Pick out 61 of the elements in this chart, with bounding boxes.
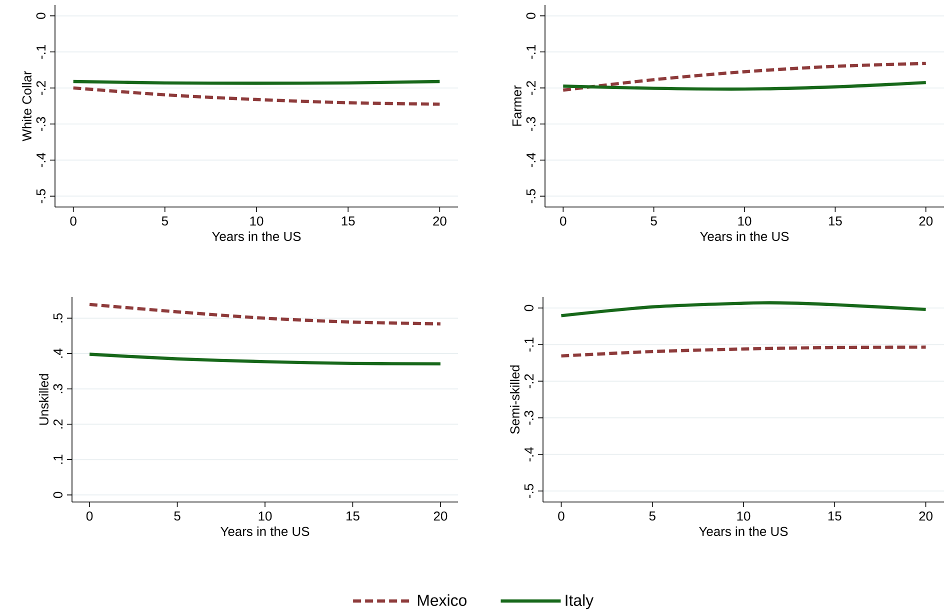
y-tick-label: -.4: [524, 447, 534, 462]
y-tick-label: -.3: [524, 410, 534, 425]
line-series: [562, 62, 928, 92]
y-tick-label: 0: [524, 304, 534, 312]
y-axis-title: White Collar: [22, 70, 32, 142]
y-tick-label: .5: [53, 313, 62, 322]
y-tick-label: -.4: [36, 152, 46, 168]
x-tick-label: 20: [919, 216, 933, 226]
x-tick-label: 20: [434, 512, 448, 521]
y-tick-label: -.5: [524, 484, 534, 498]
legend-label: Mexico: [418, 594, 466, 606]
x-tick-label: 20: [919, 512, 932, 521]
x-tick-label: 15: [342, 216, 355, 226]
line-series: [88, 302, 442, 326]
x-tick-label: 15: [828, 512, 842, 521]
x-tick-label: 0: [86, 512, 93, 521]
y-tick-label: 0: [36, 12, 46, 19]
line-series: [560, 301, 928, 318]
y-tick-label: 0: [53, 492, 62, 498]
y-axis-title: Unskilled: [38, 374, 48, 425]
y-tick-label: -.2: [526, 81, 536, 95]
x-tick-label: 10: [250, 216, 264, 226]
y-tick-label: -.1: [36, 44, 46, 59]
y-axis-title: Farmer: [512, 85, 522, 126]
y-tick-label: -.2: [36, 81, 46, 95]
y-tick-label: -.1: [524, 338, 534, 352]
y-tick-label: 0: [526, 12, 536, 19]
x-axis-title: Years in the US: [700, 232, 789, 242]
line-series: [562, 80, 928, 91]
y-tick-label: -.5: [36, 189, 46, 204]
y-tick-label: -.3: [526, 117, 536, 132]
y-tick-label: -.4: [526, 152, 536, 168]
y-tick-label: -.3: [36, 117, 46, 132]
y-tick-label: .4: [54, 348, 62, 358]
x-tick-label: 15: [346, 512, 360, 521]
y-tick-label: -.5: [526, 189, 536, 204]
x-tick-label: 0: [560, 216, 566, 226]
x-tick-label: 0: [70, 216, 76, 226]
x-tick-label: 5: [162, 216, 168, 226]
y-tick-label: -.2: [524, 374, 534, 388]
x-tick-label: 10: [258, 512, 272, 521]
x-tick-label: 20: [433, 216, 446, 226]
x-axis-title: Years in the US: [699, 526, 788, 536]
line-series: [88, 352, 442, 366]
x-tick-label: 10: [738, 216, 752, 226]
x-tick-label: 5: [649, 512, 656, 521]
y-tick-label: .2: [53, 419, 62, 428]
x-axis-title: Years in the US: [212, 232, 301, 242]
line-series: [72, 86, 442, 106]
line-series: [560, 346, 928, 358]
x-axis-title: Years in the US: [220, 526, 310, 536]
y-tick-label: .1: [54, 454, 62, 464]
x-tick-label: 5: [650, 216, 657, 226]
x-tick-label: 15: [828, 216, 842, 226]
x-tick-label: 10: [737, 512, 750, 521]
legend-label: Italy: [566, 594, 594, 610]
y-tick-label: .3: [53, 384, 62, 394]
y-tick-label: -.1: [526, 44, 536, 59]
y-axis-title: Semi-skilled: [510, 365, 520, 434]
x-tick-label: 0: [558, 512, 564, 521]
x-tick-label: 5: [174, 512, 180, 521]
